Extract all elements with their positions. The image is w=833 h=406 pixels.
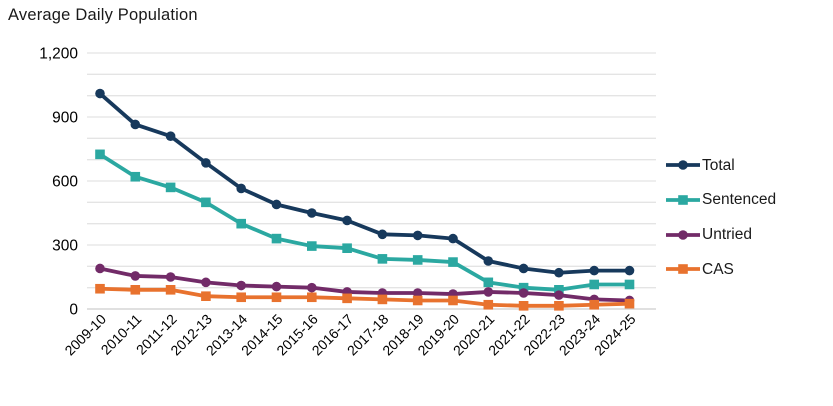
- data-point-marker-cas: [483, 299, 494, 310]
- chart-legend: Total Sentenced Untried CAS: [666, 148, 776, 287]
- data-point-marker-sentenced: [307, 241, 317, 251]
- data-point-marker-sentenced: [271, 233, 282, 244]
- data-point-marker-total: [624, 265, 635, 276]
- y-axis-tick-label: 1,200: [39, 46, 78, 63]
- data-point-marker-cas: [236, 292, 246, 303]
- data-point-marker-cas: [412, 295, 423, 306]
- legend-item-untried: Untried: [666, 217, 776, 252]
- data-point-marker-untried: [236, 280, 246, 291]
- data-point-marker-untried: [307, 282, 317, 293]
- data-point-marker-sentenced: [165, 182, 176, 193]
- data-point-marker-cas: [165, 285, 176, 295]
- data-point-marker-total: [165, 131, 176, 141]
- data-point-marker-total: [448, 233, 458, 244]
- data-point-marker-total: [95, 88, 105, 99]
- data-point-marker-sentenced: [624, 279, 635, 290]
- series-line-sentenced: [98, 152, 630, 292]
- data-point-marker-cas: [589, 299, 599, 310]
- data-point-marker-sentenced: [377, 254, 388, 264]
- series-line-untried: [99, 266, 630, 303]
- data-point-marker-total: [554, 267, 564, 278]
- data-point-marker-cas: [130, 285, 141, 295]
- data-point-marker-untried: [483, 287, 494, 297]
- legend-item-total: Total: [666, 148, 776, 183]
- data-point-marker-total: [236, 183, 246, 194]
- legend-swatch-marker: [678, 229, 688, 240]
- legend-swatch-total: [666, 158, 702, 172]
- data-point-marker-total: [307, 208, 317, 218]
- data-point-marker-cas: [554, 301, 564, 311]
- data-point-marker-total: [377, 229, 388, 240]
- data-point-marker-cas: [342, 293, 352, 304]
- y-axis-tick-label: 600: [52, 174, 78, 191]
- data-point-marker-sentenced: [518, 282, 529, 293]
- data-point-marker-sentenced: [448, 257, 458, 267]
- y-axis-tick-label: 300: [52, 238, 78, 255]
- data-point-marker-total: [589, 265, 599, 276]
- data-point-marker-sentenced: [130, 171, 141, 182]
- data-point-marker-cas: [448, 295, 458, 306]
- legend-swatch-sentenced: [666, 193, 702, 207]
- legend-label-untried: Untried: [702, 225, 752, 243]
- legend-label-cas: CAS: [702, 260, 734, 278]
- data-point-marker-cas: [307, 292, 317, 303]
- legend-swatch-marker: [678, 160, 688, 171]
- data-point-marker-sentenced: [342, 243, 352, 253]
- data-point-marker-total: [130, 119, 141, 130]
- data-point-marker-untried: [554, 290, 564, 300]
- data-point-marker-total: [483, 256, 494, 266]
- legend-item-sentenced: Sentenced: [666, 183, 776, 218]
- data-point-marker-untried: [165, 272, 176, 282]
- series-line-total: [98, 92, 630, 275]
- legend-swatch-untried: [666, 228, 702, 242]
- legend-label-sentenced: Sentenced: [702, 191, 777, 209]
- data-point-marker-total: [271, 199, 282, 210]
- legend-swatch-marker: [678, 195, 688, 205]
- data-point-marker-cas: [377, 294, 388, 305]
- y-axis-tick-label: 900: [52, 110, 78, 127]
- data-point-marker-total: [201, 158, 211, 168]
- data-point-marker-total: [518, 263, 529, 274]
- data-point-marker-untried: [271, 281, 282, 292]
- data-point-marker-sentenced: [554, 285, 564, 295]
- data-point-marker-sentenced: [95, 149, 105, 160]
- data-point-marker-cas: [95, 283, 105, 294]
- data-point-marker-untried: [95, 263, 105, 274]
- legend-swatch-cas: [666, 262, 702, 276]
- data-point-marker-total: [412, 230, 423, 241]
- data-point-marker-sentenced: [589, 279, 599, 290]
- data-point-marker-untried: [518, 288, 529, 298]
- data-point-marker-total: [342, 215, 352, 226]
- series-line-cas: [99, 286, 630, 308]
- legend-item-cas: CAS: [666, 252, 776, 287]
- y-axis-tick-label: 0: [69, 302, 78, 319]
- data-point-marker-cas: [271, 292, 282, 303]
- data-point-marker-cas: [624, 298, 635, 309]
- data-point-marker-sentenced: [236, 218, 246, 229]
- data-point-marker-untried: [201, 277, 211, 288]
- data-point-marker-sentenced: [412, 255, 423, 265]
- data-point-marker-untried: [412, 288, 423, 298]
- data-point-marker-cas: [518, 301, 529, 311]
- legend-swatch-marker: [678, 264, 688, 275]
- data-point-marker-cas: [201, 291, 211, 301]
- data-point-marker-untried: [130, 271, 141, 281]
- data-point-marker-sentenced: [201, 197, 211, 208]
- legend-label-total: Total: [702, 156, 735, 174]
- data-point-marker-sentenced: [483, 277, 494, 288]
- chart-title: Average Daily Population: [8, 6, 198, 24]
